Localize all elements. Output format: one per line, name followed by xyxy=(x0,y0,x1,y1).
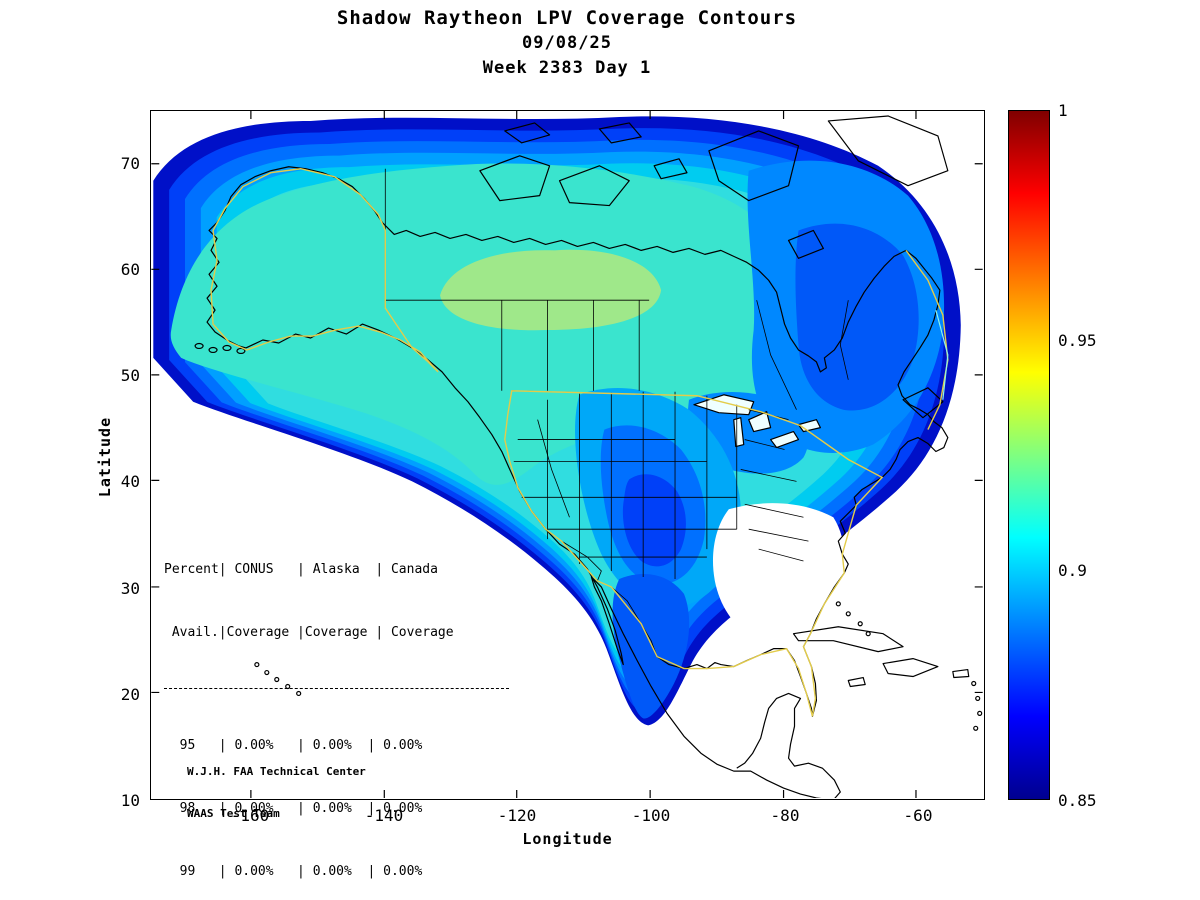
coverage-table-row: 99 | 0.00% | 0.00% | 0.00% xyxy=(164,864,423,879)
chart-title: Shadow Raytheon LPV Coverage Contours xyxy=(336,7,798,29)
y-tick-label: 20 xyxy=(120,685,140,704)
colorbar-tick-label: 0.9 xyxy=(1058,561,1087,580)
x-tick-label: -120 xyxy=(497,806,537,825)
axis-ticks xyxy=(151,111,983,798)
low-availability-patches xyxy=(575,160,945,719)
y-axis-label: Latitude xyxy=(96,416,114,498)
pacific-islands xyxy=(194,342,302,697)
canada-cyan-boundary xyxy=(935,309,949,400)
x-tick-label: -140 xyxy=(364,806,404,825)
y-tick-label: 50 xyxy=(120,366,140,385)
y-tick-label: 10 xyxy=(120,791,140,810)
coverage-table-row: 95 | 0.00% | 0.00% | 0.00% xyxy=(164,738,423,753)
credit-annotation: W.J.H. FAA Technical Center WAAS Test Te… xyxy=(187,737,366,849)
contour-map-svg xyxy=(151,111,983,798)
canada-east-boundary xyxy=(905,249,949,430)
chart-date: 09/08/25 xyxy=(522,33,612,53)
map-plot-area: Percent| CONUS | Alaska | Canada Avail.|… xyxy=(150,110,985,879)
service-volume-boundaries xyxy=(210,168,949,717)
x-tick-label: -160 xyxy=(230,806,270,825)
chart-week-day: Week 2383 Day 1 xyxy=(482,58,652,78)
y-tick-label: 40 xyxy=(120,472,140,491)
colorbar xyxy=(1008,110,1050,800)
y-tick-label: 70 xyxy=(120,154,140,173)
coverage-table-header-1: Percent| CONUS | Alaska | Canada xyxy=(164,562,438,577)
colorbar-tick-label: 1 xyxy=(1058,101,1068,120)
coverage-table-divider xyxy=(164,688,509,689)
arctic-islands xyxy=(479,115,949,259)
credit-line-1: W.J.H. FAA Technical Center xyxy=(187,765,366,778)
alaska-boundary xyxy=(210,168,439,373)
title-block: Shadow Raytheon LPV Coverage Contours 09… xyxy=(0,5,1134,81)
y-tick-label: 60 xyxy=(120,260,140,279)
x-tick-label: -100 xyxy=(631,806,671,825)
x-axis-label: Longitude xyxy=(522,830,613,848)
x-tick-label: -60 xyxy=(903,806,933,825)
y-tick-label: 30 xyxy=(120,579,140,598)
coverage-table: Percent| CONUS | Alaska | Canada Avail.|… xyxy=(164,517,509,900)
caribbean-islands xyxy=(792,601,983,731)
credit-line-2: WAAS Test Team xyxy=(187,807,280,820)
x-tick-label: -80 xyxy=(770,806,800,825)
conus-boundary xyxy=(504,390,884,717)
coverage-table-header-2: Avail.|Coverage |Coverage | Coverage xyxy=(164,625,454,640)
coverage-table-row: 98 | 0.00% | 0.00% | 0.00% xyxy=(164,801,423,816)
colorbar-tick-label: 0.95 xyxy=(1058,331,1097,350)
colorbar-tick-label: 0.85 xyxy=(1058,791,1097,810)
